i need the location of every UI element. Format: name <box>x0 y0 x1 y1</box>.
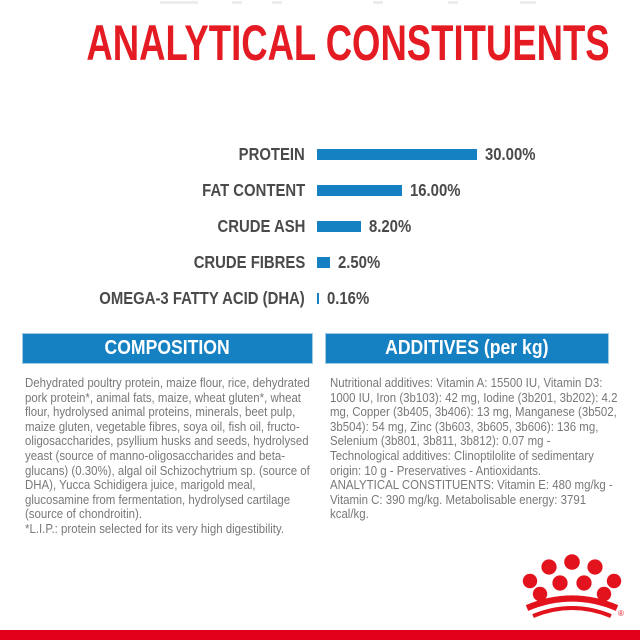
top-crop-artifact <box>232 1 242 4</box>
chart-category-text: CRUDE FIBRES <box>193 251 305 272</box>
chart-category-label: OMEGA-3 FATTY ACID (DHA) <box>0 288 305 309</box>
chart-category-label: FAT CONTENT <box>0 180 305 201</box>
chart-row: CRUDE ASH 8.20% <box>0 208 640 244</box>
chart-row: FAT CONTENT 16.00% <box>0 172 640 208</box>
royal-canin-crown-logo: ® <box>522 554 624 618</box>
analytical-constituents-note: ANALYTICAL CONSTITUENTS: Vitamin E: 480 … <box>330 477 613 522</box>
top-crop-artifact <box>520 1 536 4</box>
chart-category-text: CRUDE ASH <box>217 215 305 236</box>
chart-value-text: 16.00% <box>410 179 461 200</box>
chart-bar <box>317 256 330 268</box>
chart-row: PROTEIN 30.00% <box>0 136 640 172</box>
brand-red-bar <box>0 630 640 640</box>
chart-row: CRUDE FIBRES 2.50% <box>0 244 640 280</box>
chart-value-text: 30.00% <box>485 143 536 164</box>
chart-value-text: 0.16% <box>327 287 370 308</box>
crown-swoosh <box>525 595 619 618</box>
additives-body: Nutritional additives: Vitamin A: 15500 … <box>330 375 618 478</box>
chart-category-label: PROTEIN <box>0 144 305 165</box>
chart-value-label: 16.00% <box>402 180 469 201</box>
chart-bar <box>317 292 319 304</box>
additives-header-label: ADDITIVES (per kg) <box>385 337 549 359</box>
top-crop-artifact <box>448 1 458 4</box>
additives-header: ADDITIVES (per kg) <box>325 333 609 364</box>
chart-bar <box>317 220 361 232</box>
chart-value-label: 30.00% <box>477 144 544 165</box>
composition-header-label: COMPOSITION <box>104 337 231 359</box>
additives-section: Nutritional additives: Vitamin A: 15500 … <box>330 375 618 522</box>
chart-row: OMEGA-3 FATTY ACID (DHA) 0.16% <box>0 280 640 316</box>
chart-category-text: OMEGA-3 FATTY ACID (DHA) <box>99 287 305 308</box>
composition-section: Dehydrated poultry protein, maize flour,… <box>25 375 314 537</box>
chart-bar <box>317 148 477 160</box>
registered-mark: ® <box>618 609 624 618</box>
chart-category-text: FAT CONTENT <box>201 179 305 200</box>
composition-body: Dehydrated poultry protein, maize flour,… <box>25 375 310 522</box>
page-title: ANALYTICAL CONSTITUENTS <box>86 15 610 71</box>
bar-chart: PROTEIN 30.00% FAT CONTENT 16.00% CRUDE ASH 8… <box>0 136 640 316</box>
chart-value-label: 2.50% <box>330 252 388 273</box>
crown-dots <box>522 554 622 602</box>
chart-value-text: 8.20% <box>369 215 412 236</box>
chart-value-label: 0.16% <box>319 288 377 309</box>
top-crop-artifact <box>373 1 383 4</box>
chart-category-label: CRUDE FIBRES <box>0 252 305 273</box>
composition-header: COMPOSITION <box>22 333 313 364</box>
top-crop-artifact <box>160 1 198 4</box>
chart-value-label: 8.20% <box>361 216 419 237</box>
chart-category-text: PROTEIN <box>238 143 305 164</box>
composition-footnote: *L.I.P.: protein selected for its very h… <box>25 520 285 536</box>
top-crop-artifact <box>272 1 282 4</box>
chart-category-label: CRUDE ASH <box>0 216 305 237</box>
chart-bar <box>317 184 402 196</box>
chart-value-text: 2.50% <box>338 251 381 272</box>
